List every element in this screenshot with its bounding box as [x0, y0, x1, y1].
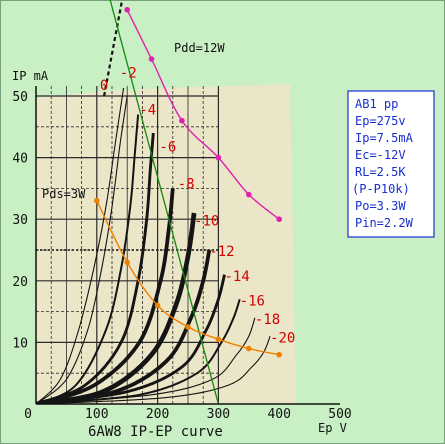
- note-line: Po=3.3W: [355, 199, 406, 213]
- labels: 0 100 200 300 400 50010203040500-2-4-6-8-10-1…: [12, 66, 351, 422]
- x-tick-label: 300: [207, 407, 230, 422]
- note-line: AB1 pp: [355, 97, 398, 111]
- grid-voltage-label: -18: [255, 312, 280, 328]
- pdd-point: [246, 191, 252, 198]
- pds-label: Pds=3W: [42, 187, 86, 201]
- tube-curve: [36, 274, 226, 404]
- grid-voltage-label: -8: [178, 176, 195, 192]
- tube-curve: [36, 95, 128, 404]
- note-line: Ec=-12V: [355, 148, 406, 162]
- pds-point: [246, 345, 252, 352]
- pdd-curve: [126, 9, 280, 220]
- x-tick-label: 200: [146, 407, 169, 422]
- y-tick-label: 20: [12, 275, 28, 290]
- pdd-label: Pdd=12W: [174, 41, 225, 55]
- tube-curves: [36, 88, 271, 404]
- grid-voltage-label: -20: [270, 330, 295, 346]
- pdd-point: [179, 117, 185, 124]
- tube-curve: [36, 188, 175, 404]
- note-line: Pin=2.2W: [355, 216, 414, 230]
- y-axis-label: IP mA: [12, 69, 49, 83]
- note-line: RL=2.5K: [355, 165, 406, 179]
- pds-point: [124, 259, 130, 266]
- grid-voltage-label: -2: [120, 66, 137, 82]
- note-line: Ip=7.5mA: [355, 131, 414, 145]
- pdd-point: [276, 216, 283, 222]
- x-tick-label: 500: [328, 407, 351, 422]
- pds-point: [94, 197, 100, 204]
- grid-voltage-label: 0: [100, 78, 108, 94]
- note-line: Ep=275v: [355, 114, 406, 128]
- pdd-point: [148, 56, 155, 62]
- grid-voltage-label: -16: [240, 293, 265, 309]
- operating-notes: AB1 pp Ep=275v Ip=7.5mA Ec=-12V RL=2.5K …: [347, 90, 435, 238]
- grid-voltage-label: -6: [159, 139, 176, 155]
- axes: [35, 86, 340, 405]
- y-tick-label: 40: [12, 152, 28, 167]
- tube-curve: [36, 317, 256, 404]
- x-axis-label: Ep V: [318, 421, 347, 435]
- pdd-point: [215, 154, 222, 161]
- chart-title: 6AW8 IP-EP curve: [88, 424, 223, 440]
- pdd-point: [124, 6, 130, 13]
- note-line: (P-P10k): [352, 182, 410, 196]
- pds-point: [215, 336, 222, 343]
- grid-voltage-label: -4: [139, 102, 156, 118]
- notes-box: [347, 90, 435, 238]
- tube-curve: [36, 88, 125, 404]
- y-tick-label: 10: [12, 336, 28, 351]
- grid-voltage-label: -14: [224, 269, 249, 285]
- grid-voltage-label: -12: [209, 244, 234, 260]
- tube-curve: [36, 114, 140, 404]
- pds-point: [185, 324, 191, 330]
- x-tick-label: 100: [85, 407, 108, 422]
- grid-voltage-label: -10: [194, 213, 219, 229]
- x-tick-label: 0: [24, 407, 32, 422]
- y-tick-label: 30: [12, 213, 28, 228]
- pds-point: [276, 351, 283, 358]
- overlays: [94, 0, 283, 404]
- y-tick-label: 50: [12, 90, 28, 105]
- x-tick-label: 400: [267, 407, 290, 422]
- pds-point: [154, 302, 161, 309]
